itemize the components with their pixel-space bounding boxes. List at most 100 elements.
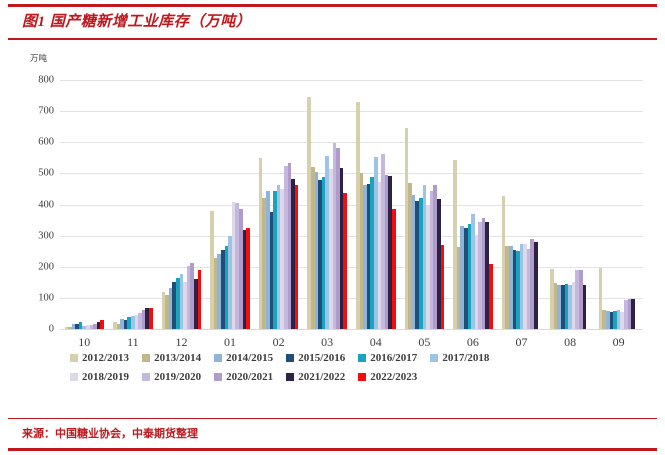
bar (553, 282, 558, 329)
bar (328, 168, 333, 329)
bar (134, 315, 139, 329)
legend-label: 2016/2017 (370, 352, 418, 364)
bar (453, 160, 457, 329)
bar (197, 269, 202, 329)
bar (523, 244, 527, 329)
bar (217, 254, 222, 329)
legend-label: 2015/2016 (298, 352, 346, 364)
bar-group (497, 80, 546, 329)
bar (71, 323, 76, 329)
bar (246, 227, 250, 329)
bar (426, 204, 430, 329)
legend-item[interactable]: 2019/2020 (142, 371, 201, 383)
x-axis-tick-label: 08 (564, 335, 577, 349)
bar (291, 178, 295, 329)
bar (307, 97, 311, 329)
y-axis-tick-label: 700 (38, 105, 54, 117)
bar (82, 325, 87, 329)
y-axis-tick-label: 200 (38, 261, 54, 273)
legend-item[interactable]: 2018/2019 (70, 371, 129, 383)
legend-swatch-icon (142, 354, 151, 362)
bar (359, 173, 364, 329)
y-axis-tick-label: 100 (38, 292, 54, 304)
legend-swatch-icon (214, 373, 223, 381)
bar (370, 177, 374, 329)
bar (505, 245, 509, 329)
bar (526, 248, 531, 329)
bar (176, 277, 180, 329)
bar-group (254, 80, 303, 329)
bar (609, 311, 614, 329)
bar (221, 249, 225, 329)
bar (602, 310, 607, 329)
x-axis-tick-label: 11 (127, 335, 139, 349)
bar (165, 294, 169, 329)
bar (113, 322, 117, 329)
bar (179, 273, 184, 329)
legend-item[interactable]: 2016/2017 (358, 352, 417, 364)
bar (210, 211, 214, 329)
bar (519, 244, 524, 329)
bar (68, 327, 72, 329)
x-axis-tick-label: 06 (466, 335, 479, 349)
bar (339, 167, 344, 329)
legend-item[interactable]: 2017/2018 (430, 352, 489, 364)
bar-group (303, 80, 352, 329)
gridline (60, 235, 643, 237)
bar-group (60, 80, 109, 329)
bar (575, 269, 580, 329)
legend-swatch-icon (286, 373, 295, 381)
legend-item[interactable]: 2015/2016 (286, 352, 345, 364)
bar (131, 315, 135, 329)
legend-label: 2021/2022 (298, 371, 346, 383)
bar (568, 284, 572, 329)
bar (571, 282, 576, 329)
bar (311, 167, 315, 329)
bar (314, 171, 319, 329)
page-title: 图1 国产糖新增工业库存（万吨） (22, 14, 252, 30)
bar (269, 212, 274, 329)
bar (408, 182, 412, 329)
bar (287, 163, 292, 329)
legend-label: 2013/2014 (154, 352, 202, 364)
bar (120, 318, 124, 329)
legend-item[interactable]: 2020/2021 (214, 371, 273, 383)
bar (116, 323, 121, 329)
bar (561, 285, 565, 329)
bar-group (157, 80, 206, 329)
bar (550, 269, 554, 329)
legend-item[interactable]: 2013/2014 (142, 352, 201, 364)
x-axis-tick-label: 12 (175, 335, 188, 349)
bar (512, 249, 517, 329)
bar (336, 147, 340, 329)
x-axis-tick-label: 01 (224, 335, 237, 349)
bar (624, 300, 628, 329)
legend-item[interactable]: 2021/2022 (286, 371, 345, 383)
bar (161, 291, 166, 329)
bar (318, 180, 322, 329)
bar (404, 128, 409, 329)
bar (467, 223, 472, 329)
bar (64, 326, 69, 329)
gridline (60, 329, 643, 330)
bar (276, 184, 281, 329)
legend-item[interactable]: 2014/2015 (214, 352, 273, 364)
bar (183, 282, 187, 329)
bar-group (546, 80, 595, 329)
bar (440, 244, 445, 329)
bar (228, 235, 232, 329)
legend-item[interactable]: 2012/2013 (70, 352, 129, 364)
bar (463, 227, 468, 329)
bar (381, 154, 385, 329)
bar (186, 265, 191, 329)
bar (564, 283, 569, 329)
bar (149, 307, 153, 329)
bar (224, 245, 229, 329)
bar (508, 245, 513, 329)
bar (363, 185, 367, 329)
legend-swatch-icon (358, 354, 367, 362)
y-axis-tick-label: 0 (48, 323, 54, 335)
y-axis-tick-label: 800 (38, 74, 54, 86)
legend-item[interactable]: 2022/2023 (358, 371, 417, 383)
